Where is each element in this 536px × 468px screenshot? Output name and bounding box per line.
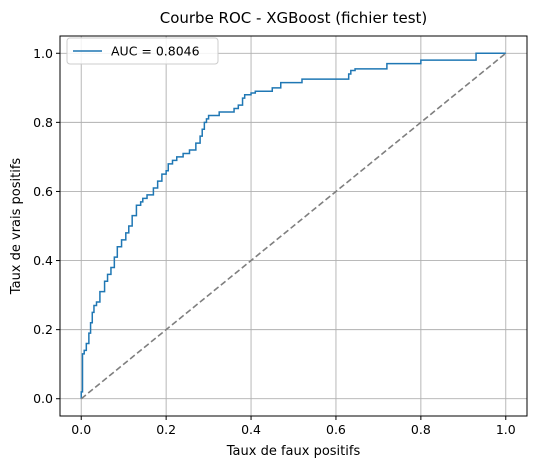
- legend-box: [66, 37, 219, 65]
- x-tick-label: 0.6: [326, 422, 346, 437]
- ticks: 0.0 0.2 0.4 0.6 0.8 1.0 0.0 0.2 0.4 0.6 0.8 1.0: [33, 46, 516, 437]
- x-tick-label: 0.2: [156, 422, 176, 437]
- x-tick-label: 1.0: [496, 422, 516, 437]
- y-tick-label: 0.2: [33, 322, 53, 337]
- axes-frame: [59, 35, 528, 417]
- y-axis-label: Taux de vrais positifs: [9, 158, 24, 296]
- x-axis-label: Taux de faux positifs: [226, 444, 361, 459]
- y-tick-label: 0.8: [33, 115, 53, 130]
- x-tick-label: 0.4: [241, 422, 261, 437]
- x-tick-label: 0.0: [71, 422, 91, 437]
- y-tick-label: 0.0: [33, 391, 53, 406]
- series-layer: [80, 52, 507, 400]
- y-tick-label: 1.0: [33, 46, 53, 61]
- legend: AUC = 0.8046: [66, 37, 219, 65]
- x-tick-label: 0.8: [411, 422, 431, 437]
- diagonal-reference-line: [80, 52, 507, 400]
- roc-curve-line: [80, 52, 506, 399]
- chart-title: Courbe ROC - XGBoost (fichier test): [160, 9, 428, 27]
- y-tick-label: 0.4: [33, 253, 53, 268]
- legend-entry-roc: AUC = 0.8046: [111, 44, 200, 59]
- y-tick-label: 0.6: [33, 184, 53, 199]
